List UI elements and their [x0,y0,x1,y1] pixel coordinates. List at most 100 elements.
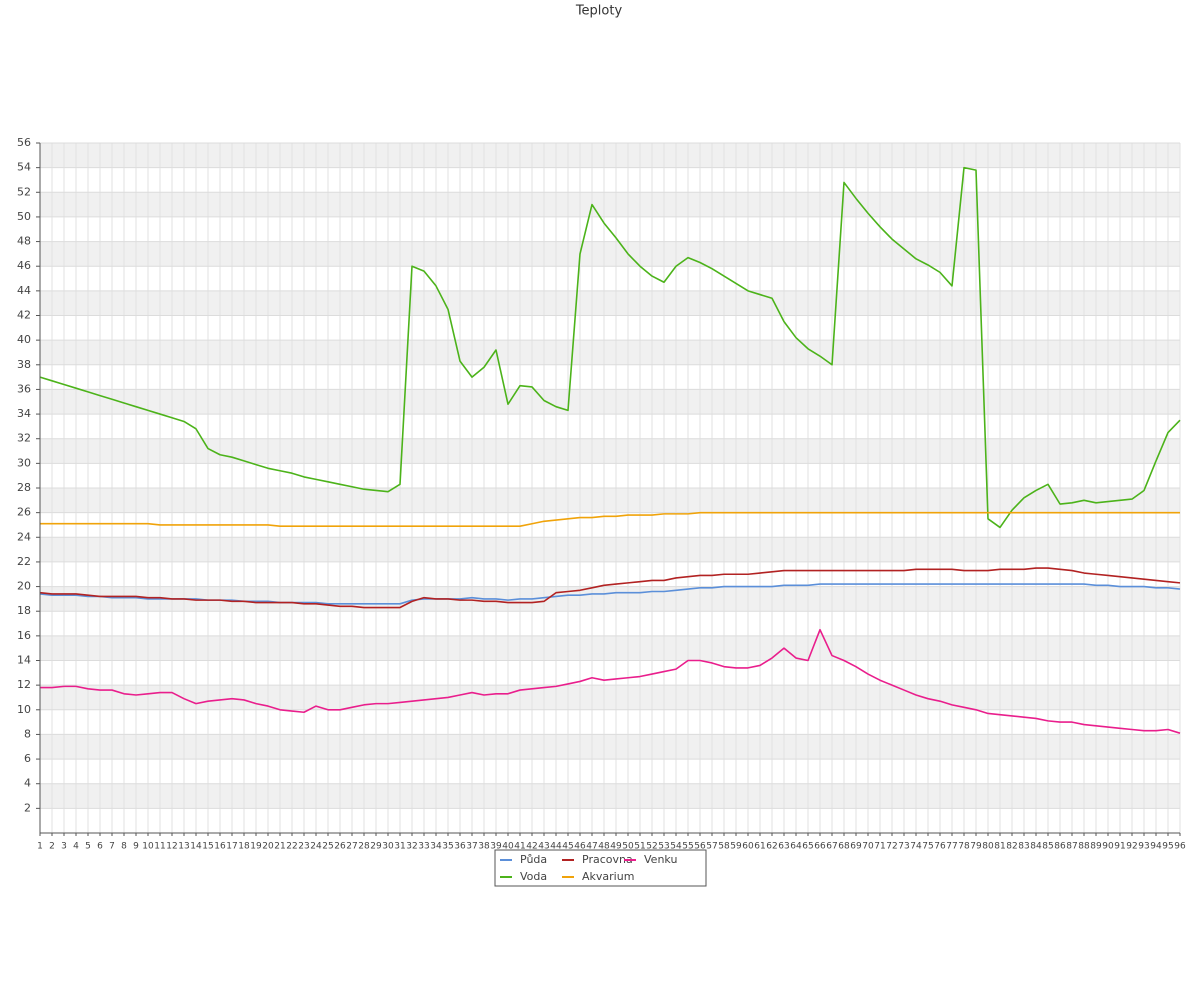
grid-band [40,192,1180,217]
x-tick-label: 18 [238,842,250,852]
x-tick-label: 53 [658,842,669,852]
x-tick-label: 30 [382,842,394,852]
series-line [39,567,1181,609]
y-tick-label: 52 [17,185,31,198]
x-tick-label: 15 [202,842,213,852]
x-tick-label: 89 [1090,842,1102,852]
x-tick-label: 50 [622,842,634,852]
x-tick-label: 73 [898,842,909,852]
x-tick-label: 22 [286,842,297,852]
grid-band [40,340,1180,365]
x-tick-label: 23 [298,842,309,852]
series-line [40,628,1181,734]
x-tick-label: 14 [190,842,202,852]
x-tick-label: 41 [514,842,525,852]
y-tick-label: 42 [17,309,31,322]
x-tick-label: 77 [946,842,957,852]
x-tick-label: 87 [1066,842,1077,852]
x-tick-label: 12 [166,842,177,852]
grid-band [40,488,1180,513]
x-tick-label: 69 [850,842,862,852]
grid-band [40,685,1180,710]
y-tick-label: 8 [24,727,31,740]
x-tick-label: 43 [538,842,549,852]
x-tick-label: 56 [694,842,706,852]
x-tick-label: 88 [1078,842,1090,852]
x-tick-label: 51 [634,842,645,852]
x-tick-label: 44 [550,842,562,852]
x-tick-label: 9 [133,842,139,852]
x-tick-label: 59 [730,842,742,852]
y-tick-label: 40 [17,333,31,346]
x-tick-label: 33 [418,842,429,852]
x-tick-label: 68 [838,842,850,852]
grid-band [40,537,1180,562]
x-tick-label: 95 [1162,842,1173,852]
x-tick-label: 36 [454,842,466,852]
x-tick-label: 85 [1042,842,1053,852]
x-tick-label: 63 [778,842,789,852]
x-tick-label: 62 [766,842,777,852]
x-tick-label: 19 [250,842,262,852]
x-tick-label: 20 [262,842,274,852]
y-tick-label: 16 [17,629,31,642]
x-tick-label: 32 [406,842,417,852]
legend-label: Akvarium [582,870,634,883]
x-tick-label: 66 [814,842,826,852]
y-tick-label: 4 [24,777,31,790]
x-tick-label: 31 [394,842,405,852]
legend-box [494,849,707,887]
legend-label: Půda [520,853,547,866]
y-tick-label: 2 [24,801,31,814]
x-tick-label: 25 [322,842,333,852]
x-tick-label: 92 [1126,842,1137,852]
x-tick-label: 79 [970,842,982,852]
x-tick-label: 4 [73,842,79,852]
y-tick-label: 32 [17,432,31,445]
y-tick-label: 28 [17,481,31,494]
y-tick-label: 50 [17,210,31,223]
x-tick-label: 47 [586,842,597,852]
x-tick-label: 26 [334,842,346,852]
x-tick-label: 52 [646,842,657,852]
series-line [39,166,1181,529]
grid-band [40,143,1180,168]
x-tick-label: 93 [1138,842,1149,852]
y-tick-label: 56 [17,136,31,149]
x-tick-label: 67 [826,842,837,852]
y-tick-label: 44 [17,284,31,297]
y-tick-label: 38 [17,358,31,371]
x-tick-label: 71 [874,842,885,852]
x-tick-label: 81 [994,842,1005,852]
grid-band [40,389,1180,415]
x-tick-label: 70 [862,842,874,852]
x-tick-label: 54 [670,842,682,852]
x-tick-label: 39 [490,842,502,852]
y-tick-label: 18 [17,604,31,617]
grid-band [40,438,1180,464]
y-tick-label: 6 [24,752,31,765]
x-tick-label: 49 [610,842,622,852]
x-tick-label: 24 [310,842,322,852]
x-tick-label: 82 [1006,842,1017,852]
x-tick-label: 96 [1174,842,1186,852]
x-tick-label: 58 [718,842,730,852]
x-tick-label: 74 [910,842,922,852]
y-tick-label: 54 [17,161,31,174]
x-tick-label: 28 [358,842,370,852]
x-tick-label: 91 [1114,842,1125,852]
x-tick-label: 76 [934,842,946,852]
series-line [39,583,1181,605]
x-tick-label: 60 [742,842,754,852]
x-tick-label: 46 [574,842,586,852]
x-tick-label: 57 [706,842,717,852]
x-tick-label: 1 [37,842,43,852]
x-tick-label: 6 [97,842,103,852]
x-tick-label: 38 [478,842,490,852]
x-tick-label: 42 [526,842,537,852]
x-tick-label: 10 [142,842,154,852]
y-tick-label: 12 [17,678,31,691]
legend-label: Voda [520,870,547,883]
x-tick-label: 86 [1054,842,1066,852]
